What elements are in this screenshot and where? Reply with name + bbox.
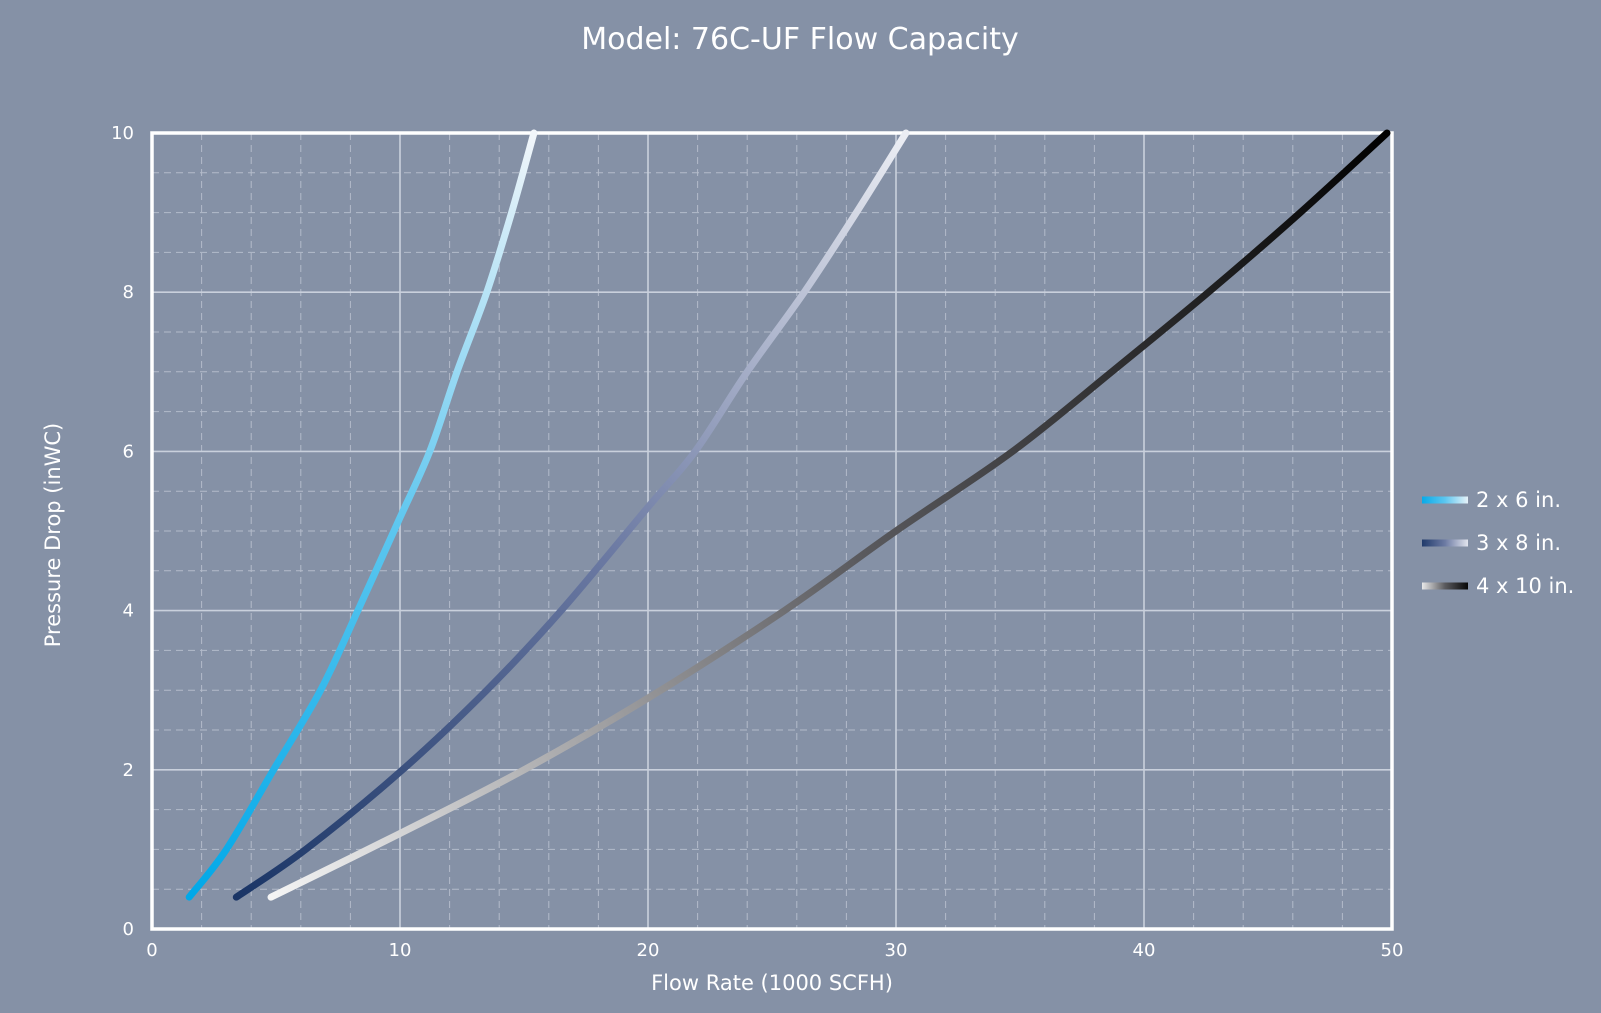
y-tick-label: 8	[123, 282, 134, 303]
legend-label-2: 3 x 8 in.	[1476, 531, 1561, 555]
x-tick-label: 10	[389, 940, 412, 961]
series-layer	[185, 129, 1391, 901]
x-axis-label: Flow Rate (1000 SCFH)	[651, 971, 893, 995]
minor-grid	[152, 133, 1392, 929]
plot-border	[150, 131, 1394, 931]
x-tick-label: 40	[1133, 940, 1156, 961]
y-tick-label: 0	[123, 919, 134, 940]
y-tick-labels: 0 2 4 6 8 10	[111, 123, 134, 940]
x-tick-label: 20	[637, 940, 660, 961]
y-axis-label: Pressure Drop (inWC)	[41, 423, 65, 648]
y-tick-label: 6	[123, 441, 134, 462]
y-tick-label: 10	[111, 123, 134, 144]
x-tick-label: 0	[146, 940, 157, 961]
series-line-3	[267, 129, 1391, 901]
chart-title: Model: 76C-UF Flow Capacity	[581, 22, 1019, 57]
x-tick-labels: 0 10 20 30 40 50	[146, 940, 1403, 961]
x-tick-label: 30	[885, 940, 908, 961]
series-line-1	[185, 129, 538, 901]
legend: 2 x 6 in. 3 x 8 in. 4 x 10 in.	[1422, 488, 1574, 598]
y-tick-label: 4	[123, 601, 134, 622]
y-tick-label: 2	[123, 760, 134, 781]
series-line-2	[232, 129, 910, 901]
x-tick-label: 50	[1381, 940, 1404, 961]
legend-label-1: 2 x 6 in.	[1476, 488, 1561, 512]
legend-label-3: 4 x 10 in.	[1476, 574, 1574, 598]
